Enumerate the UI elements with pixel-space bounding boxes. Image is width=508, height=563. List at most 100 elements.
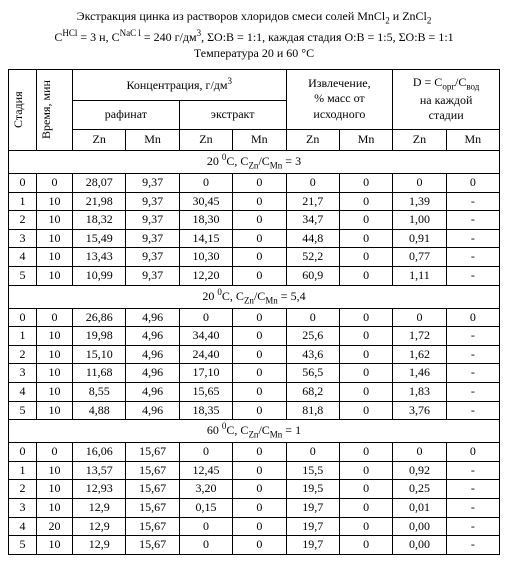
cell: 15,67 (126, 480, 179, 499)
cell: 10 (37, 499, 73, 518)
cell: 9,37 (126, 266, 179, 285)
cell: - (446, 480, 499, 499)
cell: 68,2 (286, 383, 339, 402)
cell: 0 (286, 443, 339, 462)
cell: 0 (339, 308, 392, 327)
cell: - (446, 364, 499, 383)
cell: 4,96 (126, 383, 179, 402)
table-row: 11019,984,9634,40025,601,72- (9, 327, 500, 346)
cell: - (446, 461, 499, 480)
cell: 52,2 (286, 248, 339, 267)
cell: - (446, 192, 499, 211)
cell: 0 (339, 461, 392, 480)
table-row: 11021,989,3730,45021,701,39- (9, 192, 500, 211)
cell: 0 (339, 443, 392, 462)
cell: 0 (233, 266, 286, 285)
cell: 0 (339, 383, 392, 402)
cell: 0 (286, 173, 339, 192)
cell: 0 (393, 173, 446, 192)
cell: 0 (339, 345, 392, 364)
cell: 12,9 (73, 517, 126, 536)
cell: - (446, 401, 499, 420)
cell: 0 (446, 443, 499, 462)
cell: 8,55 (73, 383, 126, 402)
cell: 10 (37, 536, 73, 555)
col-extraction: Извлечение,% масс отисходного (286, 69, 393, 129)
cell: 10 (37, 211, 73, 230)
cell: 10 (37, 480, 73, 499)
cell: 81,8 (286, 401, 339, 420)
cell: 43,6 (286, 345, 339, 364)
cell: 15,67 (126, 443, 179, 462)
cell: 0 (339, 499, 392, 518)
cell: 0 (339, 192, 392, 211)
cell: 0 (179, 536, 232, 555)
cell: 0,00 (393, 517, 446, 536)
cell: 0,77 (393, 248, 446, 267)
cell: 0 (339, 173, 392, 192)
cell: - (446, 229, 499, 248)
cell: 0 (339, 248, 392, 267)
col-zn: Zn (179, 129, 232, 150)
cell: 10 (37, 345, 73, 364)
cell: 9,37 (126, 192, 179, 211)
cell: 0 (339, 211, 392, 230)
cell: 0,92 (393, 461, 446, 480)
l1b: и ZnCl (390, 9, 427, 23)
cell: 10,99 (73, 266, 126, 285)
col-mn: Mn (446, 129, 499, 150)
cell: 0 (233, 443, 286, 462)
cell: 0 (233, 327, 286, 346)
cell: - (446, 248, 499, 267)
cell: 34,40 (179, 327, 232, 346)
col-rafinat: рафинат (73, 101, 180, 129)
cell: 4,96 (126, 401, 179, 420)
cell: 15,49 (73, 229, 126, 248)
cell: - (446, 266, 499, 285)
cell: - (446, 327, 499, 346)
cell: 10 (37, 383, 73, 402)
cell: 13,57 (73, 461, 126, 480)
cell: 0,01 (393, 499, 446, 518)
col-extract: экстракт (179, 101, 286, 129)
cell: 15,67 (126, 499, 179, 518)
table-row: 21012,9315,673,20019,500,25- (9, 480, 500, 499)
cell: 18,30 (179, 211, 232, 230)
cell: 24,40 (179, 345, 232, 364)
cell: 3 (9, 499, 37, 518)
cell: 10,30 (179, 248, 232, 267)
table-row: 0026,864,96000000 (9, 308, 500, 327)
cell: 0 (233, 173, 286, 192)
cell: 2 (9, 211, 37, 230)
table-row: 4108,554,9615,65068,201,83- (9, 383, 500, 402)
cell: 4 (9, 383, 37, 402)
cell: 0,00 (393, 536, 446, 555)
cell: 17,10 (179, 364, 232, 383)
cell: 5 (9, 266, 37, 285)
cell: 20 (37, 517, 73, 536)
cell: 12,9 (73, 536, 126, 555)
cell: 12,20 (179, 266, 232, 285)
l2sp2: NaC l (120, 28, 141, 38)
table-row: 11013,5715,6712,45015,500,92- (9, 461, 500, 480)
title-line-1: Экстракция цинка из растворов хлоридов с… (8, 8, 500, 27)
cell: 19,7 (286, 536, 339, 555)
cell: 9,37 (126, 229, 179, 248)
cell: 3,76 (393, 401, 446, 420)
cell: 0 (37, 173, 73, 192)
cell: 56,5 (286, 364, 339, 383)
cell: 28,07 (73, 173, 126, 192)
cell: 19,7 (286, 499, 339, 518)
cell: 0 (233, 480, 286, 499)
table-row: 5104,884,9618,35081,803,76- (9, 401, 500, 420)
cell: 15,5 (286, 461, 339, 480)
table-row: 31015,499,3714,15044,800,91- (9, 229, 500, 248)
l2sp1: HCl (62, 28, 77, 38)
section-header: 60 0C, CZn/CMn = 1 (9, 420, 500, 443)
cell: 1,62 (393, 345, 446, 364)
cell: 4,96 (126, 345, 179, 364)
cell: 21,7 (286, 192, 339, 211)
cell: 0 (393, 308, 446, 327)
table-row: 21018,329,3718,30034,701,00- (9, 211, 500, 230)
cell: 10 (37, 327, 73, 346)
